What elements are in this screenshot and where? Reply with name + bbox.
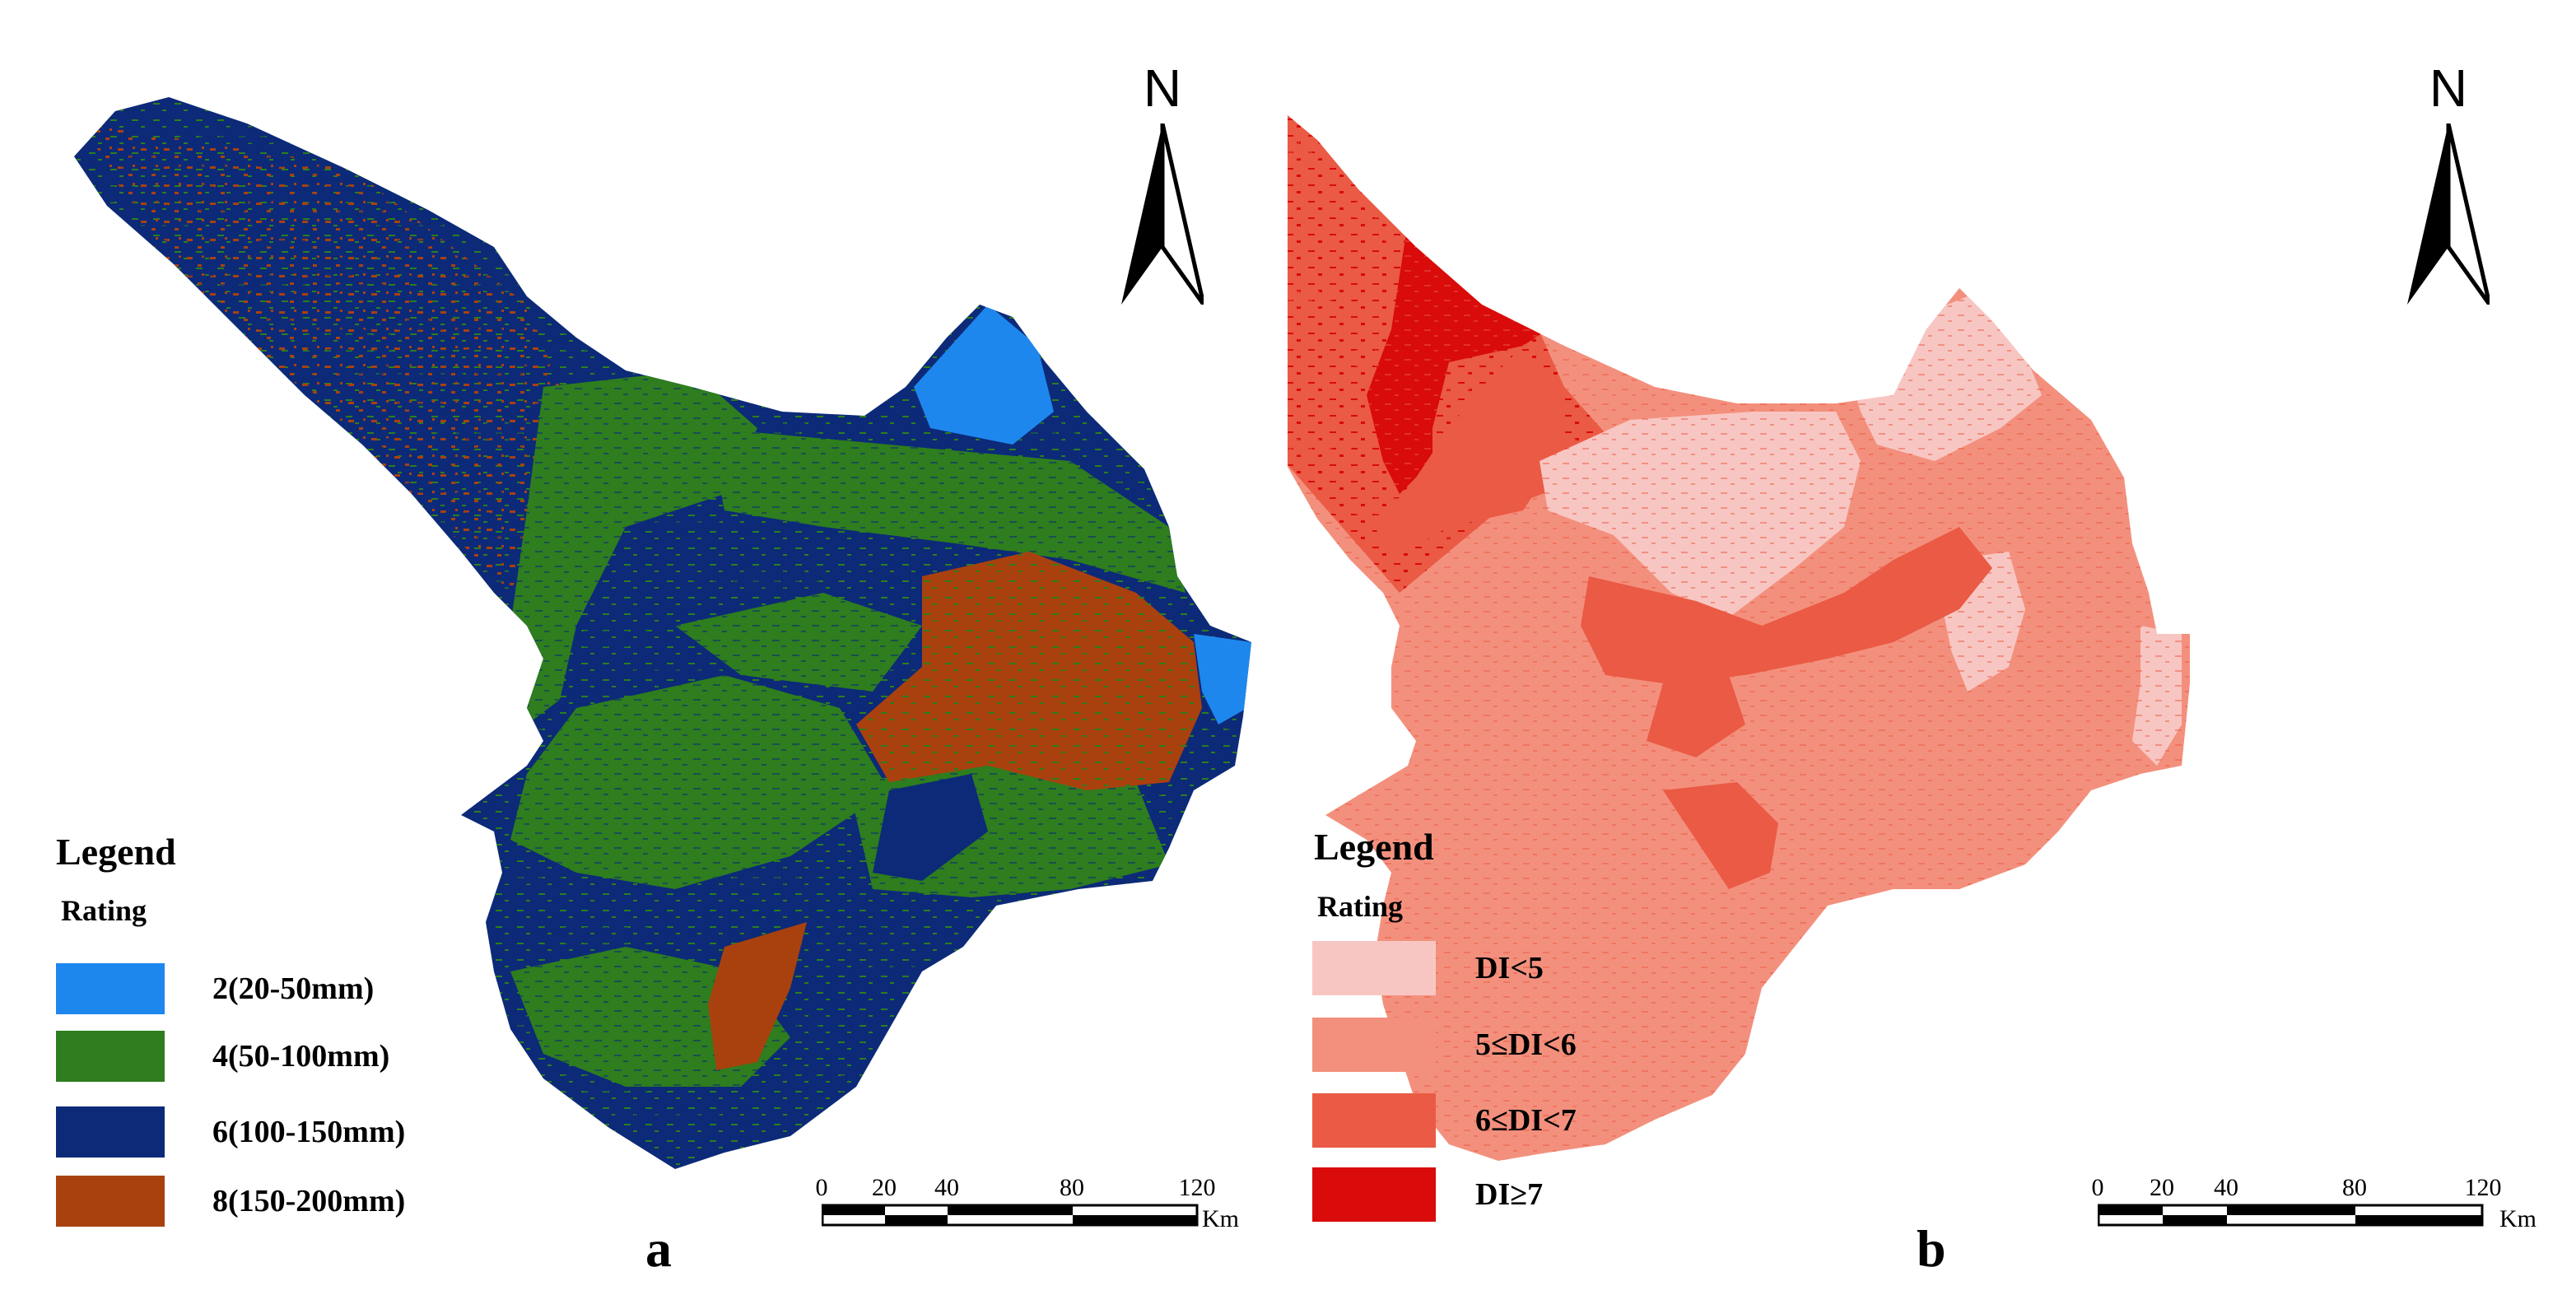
legend-label: 6≤DI<7 [1475, 1103, 1577, 1138]
map-a [74, 97, 1251, 1169]
scale-tick-label: 120 [1178, 1174, 1216, 1201]
legend-swatch [56, 1031, 165, 1082]
scale-tick-label: 20 [2150, 1174, 2174, 1201]
map-b [1288, 58, 2190, 1161]
legend-item: DI≥7 [1312, 1167, 1544, 1222]
scale-bar [2098, 1204, 2484, 1227]
legend-swatch [56, 1106, 165, 1158]
scale-tick-label: 120 [2464, 1174, 2502, 1201]
legend-item: 8(150-200mm) [56, 1176, 405, 1227]
scale-unit: Km [2499, 1205, 2536, 1232]
legend-item: 6(100-150mm) [56, 1106, 405, 1158]
scale-tick-label: 0 [815, 1174, 828, 1201]
scale-tick-label: 40 [2214, 1174, 2238, 1201]
north-arrow-icon [2407, 123, 2490, 305]
legend-item: 5≤DI<6 [1312, 1018, 1577, 1072]
legend-label: 2(20-50mm) [212, 971, 375, 1006]
legend-swatch [56, 963, 165, 1014]
scale-tick-label: 80 [2342, 1174, 2367, 1201]
north-label: N [1143, 58, 1182, 118]
legend-label: 4(50-100mm) [212, 1039, 390, 1074]
map-panel-b: N Legend Rating DI<5 5≤DI<6 6≤DI<7 DI≥7 … [1288, 0, 2575, 1309]
legend-swatch [1312, 1167, 1436, 1222]
legend-item: 2(20-50mm) [56, 963, 374, 1014]
legend-swatch [1312, 1093, 1436, 1148]
scale-tick-label: 20 [872, 1174, 897, 1201]
scale-tick-label: 80 [1060, 1174, 1084, 1201]
legend-label: DI<5 [1475, 951, 1544, 985]
north-label: N [2429, 58, 2468, 118]
legend-subtitle: Rating [61, 894, 147, 927]
legend-item: 4(50-100mm) [56, 1031, 389, 1082]
panel-label: b [1917, 1219, 1946, 1278]
legend-label: 8(150-200mm) [212, 1184, 406, 1218]
legend-swatch [1312, 1018, 1436, 1072]
map-panel-a: N Legend Rating 2(20-50mm) 4(50-100mm) 6… [56, 58, 1251, 1278]
scale-labels: 0 20 40 80 120 [2092, 1174, 2502, 1202]
legend-label: DI≥7 [1475, 1177, 1544, 1212]
north-arrow-icon [1121, 123, 1204, 305]
legend-title: Legend [56, 831, 176, 873]
scale-tick-label: 0 [2091, 1174, 2104, 1201]
scale-labels: 0 20 40 80 120 [816, 1174, 1216, 1202]
legend-item: DI<5 [1312, 941, 1544, 995]
legend-title: Legend [1314, 826, 1434, 868]
legend-swatch [56, 1176, 165, 1227]
legend-item: 6≤DI<7 [1312, 1093, 1577, 1148]
panel-label: a [645, 1219, 672, 1278]
legend-label: 5≤DI<6 [1475, 1027, 1577, 1062]
legend-swatch [1312, 941, 1436, 995]
scale-tick-label: 40 [934, 1174, 959, 1201]
scale-unit: Km [1202, 1205, 1239, 1232]
legend-subtitle: Rating [1317, 890, 1404, 923]
scale-bar [822, 1204, 1199, 1227]
north-arrow: N [1121, 58, 1204, 305]
north-arrow: N [2407, 58, 2490, 305]
legend-label: 6(100-150mm) [212, 1115, 406, 1149]
